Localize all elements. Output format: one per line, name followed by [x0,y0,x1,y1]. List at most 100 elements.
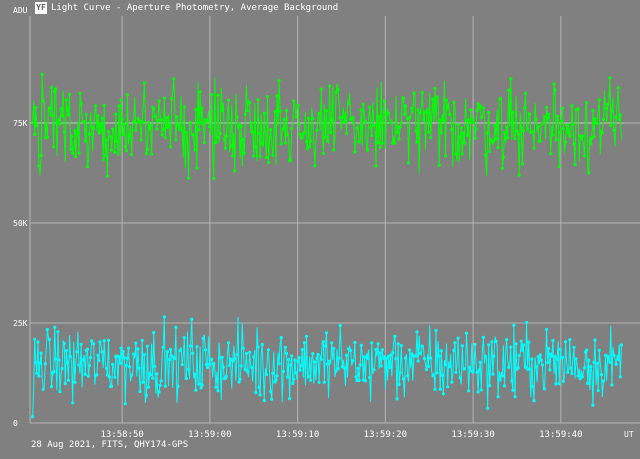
data-point [483,354,488,358]
data-point [290,354,294,358]
data-point [498,97,502,101]
data-point [191,133,195,137]
data-point [100,350,104,354]
data-point [142,81,146,85]
data-point [57,358,61,362]
data-point [106,338,111,342]
data-point [235,352,239,357]
data-point [554,382,558,386]
data-point [599,373,604,377]
data-point [574,357,578,361]
data-point [551,338,555,343]
data-point [85,347,89,351]
data-point [223,146,227,150]
data-point [592,135,596,139]
data-point [173,356,177,361]
data-point [563,340,568,344]
data-point [176,384,180,388]
data-point [60,114,64,118]
data-point [95,373,99,377]
data-point [317,380,321,384]
data-point [243,112,247,116]
data-point [572,142,576,146]
data-point [132,352,136,356]
data-point [198,90,202,94]
data-point [340,115,344,119]
data-point [180,363,184,367]
data-point [593,338,597,342]
data-point [39,154,43,158]
data-point [73,380,77,384]
data-point [56,330,60,334]
data-point [389,121,393,125]
data-point [458,135,462,139]
data-point [163,136,167,140]
data-point [258,154,262,158]
data-point [416,359,420,363]
data-point [163,384,167,388]
data-point [155,372,159,376]
data-point [210,357,214,361]
data-point [505,338,509,342]
data-point [585,101,589,105]
data-point [298,368,302,372]
data-point [271,371,275,375]
data-point [288,397,292,401]
data-point [195,345,199,349]
data-point [397,382,401,387]
data-point [41,99,45,103]
data-point [134,128,138,132]
data-point [394,357,398,361]
data-point [289,158,293,162]
data-point [359,108,363,112]
data-point [570,371,574,376]
data-point [144,151,148,156]
data-point [618,375,622,379]
data-point [127,133,132,137]
data-point [197,382,201,386]
data-point [123,144,127,149]
data-point [273,109,277,114]
data-point [500,166,504,170]
data-point [446,107,450,111]
data-point [353,340,357,345]
data-point [216,389,220,393]
data-point [392,136,396,140]
data-point [448,112,452,116]
data-point [357,140,361,144]
data-point [111,127,115,131]
data-point [532,146,536,150]
data-point [41,387,45,391]
data-point [505,125,509,129]
data-point [285,133,290,137]
data-point [62,130,66,134]
x-tick-label: 13:59:00 [188,430,231,440]
data-point [444,98,449,102]
data-point [506,136,510,140]
data-point [555,114,559,118]
data-point [429,356,433,360]
data-point [582,366,587,370]
chart-title: Light Curve - Aperture Photometry, Avera… [51,3,339,13]
data-point [459,126,463,130]
data-point [342,120,346,124]
data-point [193,148,197,152]
data-point [53,325,57,329]
data-point [389,353,393,357]
data-point [424,367,429,372]
data-point [540,122,545,126]
data-point [396,342,400,346]
data-point [415,140,419,144]
data-point [414,129,418,133]
data-point [35,371,39,375]
data-point [323,344,327,348]
data-point [152,107,156,111]
data-point [40,72,44,77]
data-point [464,331,469,335]
data-point [309,139,313,143]
data-point [440,373,444,377]
data-point [450,380,454,384]
data-point [393,334,397,338]
data-point [550,354,554,358]
data-point [490,340,494,344]
